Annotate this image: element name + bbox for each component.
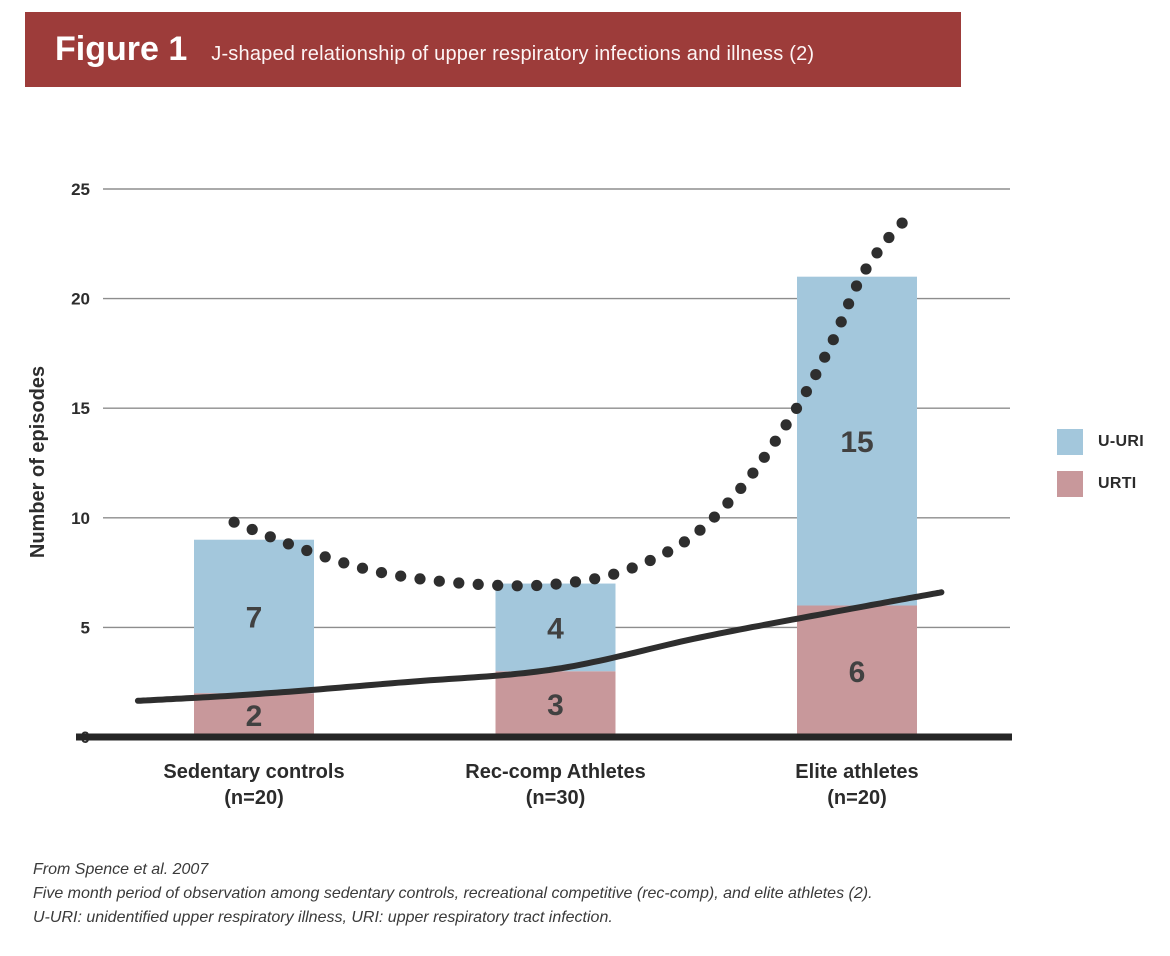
footnotes: From Spence et al. 2007 Five month perio… xyxy=(33,858,1143,930)
j-curve-dot xyxy=(722,497,734,509)
bar-value-u-uri-0: 7 xyxy=(246,601,263,634)
j-curve-dot xyxy=(375,567,388,579)
bar-value-u-uri-2: 15 xyxy=(840,426,873,459)
j-curve-dot xyxy=(395,570,407,582)
j-curve-dot xyxy=(644,554,656,567)
legend-item-urti: URTI xyxy=(1057,471,1144,497)
j-curve-dot xyxy=(678,536,691,548)
figure-header-banner: Figure 1 J-shaped relationship of upper … xyxy=(25,12,961,87)
j-curve-dot xyxy=(827,334,839,346)
j-curve-dot xyxy=(511,580,523,592)
footnote-description: Five month period of observation among s… xyxy=(33,885,873,902)
j-curve-dot xyxy=(356,562,369,574)
y-tick-label-5: 5 xyxy=(81,618,90,637)
bars-group xyxy=(194,276,917,737)
j-curve-dot xyxy=(769,435,781,447)
y-tick-label-15: 15 xyxy=(71,399,90,418)
j-curve-dot xyxy=(472,578,484,591)
j-curve-dot xyxy=(550,578,562,590)
j-curve-dot xyxy=(708,511,721,523)
j-curve-dot xyxy=(735,482,747,494)
x-category-sub-2: (n=20) xyxy=(827,787,886,809)
j-curve-dot xyxy=(531,579,543,592)
bar-value-labels-group: 2 7 3 4 6 15 xyxy=(246,426,874,733)
solid-trend-line xyxy=(134,589,945,704)
j-curve-dot xyxy=(228,516,240,528)
bar-segment-u-uri-1 xyxy=(495,583,616,672)
overlay-lines-group xyxy=(134,217,945,704)
legend-swatch-u-uri xyxy=(1057,429,1083,455)
bar-segment-urti-1 xyxy=(495,671,616,737)
legend-swatch-urti xyxy=(1057,471,1083,497)
j-curve-dot xyxy=(338,557,350,569)
j-curve-dot xyxy=(626,562,638,574)
j-curve-dot xyxy=(589,573,601,585)
j-curve-dot xyxy=(282,538,294,550)
x-category-label-1: Rec-comp Athletes xyxy=(465,761,645,783)
bar-segment-u-uri-0 xyxy=(194,539,314,694)
bar-segment-urti-0 xyxy=(194,693,314,737)
j-curve-dot xyxy=(301,544,313,557)
y-tick-label-20: 20 xyxy=(71,290,90,309)
j-curve-dot xyxy=(810,369,822,381)
j-curve-dot xyxy=(608,568,620,580)
y-axis-title: Number of episodes xyxy=(27,366,49,558)
j-curve-dot xyxy=(246,523,258,536)
bar-value-urti-1: 3 xyxy=(547,689,564,722)
footnote-source: From Spence et al. 2007 xyxy=(33,861,209,878)
x-category-label-2: Elite athletes xyxy=(795,761,918,783)
j-curve-dot xyxy=(819,351,831,363)
bar-segment-urti-2 xyxy=(797,605,917,737)
x-category-sub-1: (n=30) xyxy=(526,787,585,809)
j-curve-dot xyxy=(264,531,276,543)
footnote-abbreviations: U-URI: unidentified upper respiratory il… xyxy=(33,909,613,926)
j-curve-dot xyxy=(800,386,813,398)
j-curve-dot xyxy=(780,419,792,431)
bar-value-urti-2: 6 xyxy=(849,656,866,689)
legend: U-URI URTI xyxy=(1057,429,1144,513)
bar-value-u-uri-1: 4 xyxy=(547,612,564,645)
j-curve-dot xyxy=(883,231,895,244)
y-tick-label-25: 25 xyxy=(71,180,90,199)
j-curve-dot xyxy=(860,263,872,275)
legend-item-u-uri: U-URI xyxy=(1057,429,1144,455)
bar-value-urti-0: 2 xyxy=(246,700,263,733)
y-tick-label-10: 10 xyxy=(71,509,90,528)
figure-title: J-shaped relationship of upper respirato… xyxy=(211,43,815,65)
j-curve-dot xyxy=(850,280,863,292)
axis-group: 0510152025Sedentary controls(n=20)Rec-co… xyxy=(71,180,1012,809)
legend-label-urti: URTI xyxy=(1098,475,1137,492)
j-curve-dot xyxy=(896,217,908,229)
j-curve-dot xyxy=(694,524,706,536)
figure-number-label: Figure 1 xyxy=(55,30,188,68)
j-curve-dot xyxy=(843,298,855,310)
x-category-sub-0: (n=20) xyxy=(224,787,283,809)
j-curve-dot xyxy=(835,316,847,328)
j-curve-dot xyxy=(871,247,883,259)
j-curve-dot xyxy=(414,573,426,585)
j-curve-dot xyxy=(662,546,674,558)
j-curve-dot xyxy=(492,579,504,592)
j-curve-dot xyxy=(569,576,582,588)
j-curve-dot xyxy=(319,551,331,563)
j-curve-dot xyxy=(747,467,759,479)
j-curve-dot xyxy=(758,451,770,463)
j-curve-dot xyxy=(790,402,803,414)
x-category-label-0: Sedentary controls xyxy=(163,761,344,783)
j-curve-dot xyxy=(453,577,465,589)
bar-segment-u-uri-2 xyxy=(797,276,917,606)
legend-label-u-uri: U-URI xyxy=(1098,433,1144,450)
j-curve-dot xyxy=(433,575,445,587)
